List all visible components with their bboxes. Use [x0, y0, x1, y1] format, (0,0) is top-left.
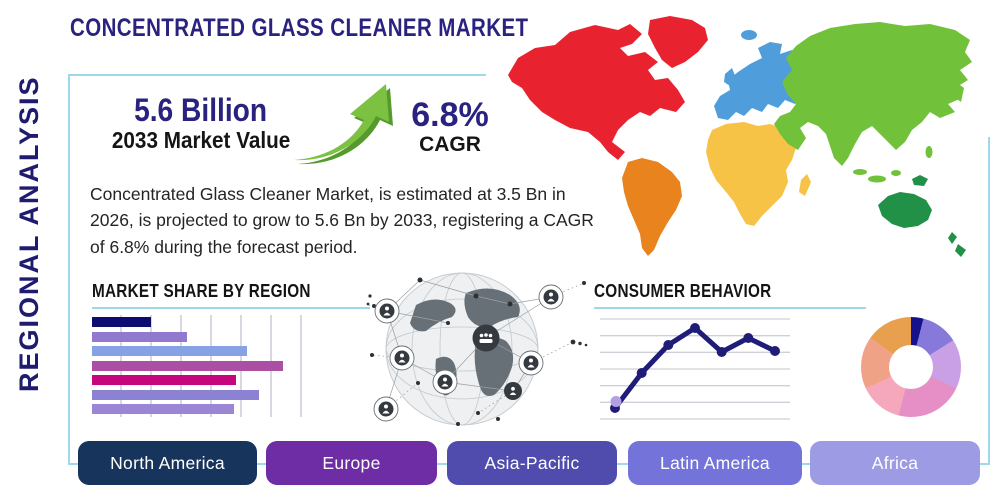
- market-value-stat: 5.6 Billion 2033 Market Value: [92, 92, 310, 154]
- region-button-asia-pacific[interactable]: Asia-Pacific: [447, 441, 617, 485]
- region-bar-6: [92, 389, 260, 400]
- consumer-behavior-divider: [594, 307, 866, 309]
- region-button-north-america[interactable]: North America: [78, 441, 257, 485]
- region-bar-7: [92, 404, 235, 414]
- growth-arrow-icon: [292, 80, 394, 168]
- cagr-stat: 6.8% CAGR: [400, 96, 500, 157]
- cagr-caption: CAGR: [419, 133, 481, 156]
- side-label-regional-analysis: REGIONAL ANALYSIS: [14, 75, 44, 392]
- market-share-title: MARKET SHARE BY REGION: [92, 281, 311, 301]
- map-borneo: [868, 175, 886, 183]
- globe-network-nodes: [373, 284, 564, 422]
- content-frame-top: [68, 74, 486, 76]
- map-australia: [878, 192, 932, 228]
- region-button-europe[interactable]: Europe: [266, 441, 437, 485]
- map-north-america: [508, 24, 685, 160]
- region-button-africa[interactable]: Africa: [810, 441, 980, 485]
- market-share-section: MARKET SHARE BY REGION: [92, 281, 370, 309]
- content-frame-left: [68, 74, 70, 465]
- donut-chart: [861, 317, 961, 417]
- donut-chart-hole: [889, 345, 933, 389]
- map-sumatra: [853, 169, 867, 175]
- world-map: [508, 16, 972, 257]
- region-bar-1: [92, 317, 152, 327]
- map-sulawesi: [891, 170, 901, 176]
- map-nz-north: [948, 232, 957, 244]
- behavior-line-chart: [600, 318, 790, 420]
- map-greenland: [648, 16, 708, 68]
- market-share-divider: [92, 307, 370, 309]
- map-uk: [724, 68, 736, 86]
- region-bar-2: [92, 331, 188, 342]
- cagr-number: 6.8%: [411, 96, 489, 134]
- region-bar-4: [92, 360, 283, 371]
- map-japan: [953, 82, 964, 102]
- map-new-guinea: [912, 175, 928, 186]
- market-description: Concentrated Glass Cleaner Market, is es…: [90, 184, 594, 257]
- consumer-behavior-title: CONSUMER BEHAVIOR: [594, 281, 772, 301]
- map-south-america: [622, 158, 682, 256]
- map-nz-south: [955, 244, 966, 257]
- content-frame-right: [988, 137, 990, 465]
- region-bar-5: [92, 375, 237, 385]
- region-bar-chart: [92, 315, 304, 417]
- map-philippines: [925, 146, 933, 158]
- map-iceland: [741, 30, 757, 40]
- consumer-behavior-section: CONSUMER BEHAVIOR: [594, 281, 866, 309]
- page-title: CONCENTRATED GLASS CLEANER MARKET: [70, 14, 529, 42]
- region-button-latin-america[interactable]: Latin America: [628, 441, 802, 485]
- region-bar-3: [92, 346, 247, 356]
- map-madagascar: [799, 174, 811, 196]
- map-asia: [774, 22, 972, 166]
- market-value-caption: 2033 Market Value: [111, 127, 291, 153]
- map-africa: [706, 122, 796, 226]
- market-value-number: 5.6 Billion: [134, 92, 268, 128]
- globe-network-graphic: [366, 272, 588, 426]
